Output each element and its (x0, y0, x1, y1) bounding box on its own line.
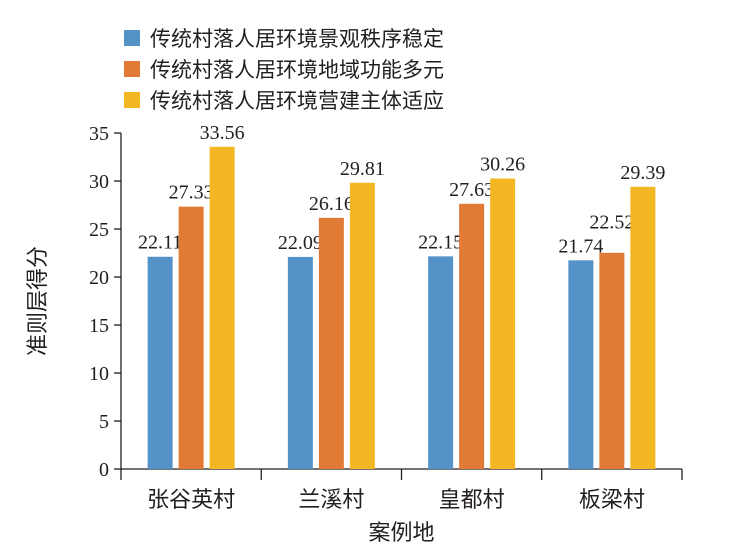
bar (318, 217, 344, 469)
legend-label: 传统村落人居环境营建主体适应 (150, 89, 444, 113)
x-tick-label: 板梁村 (579, 487, 645, 512)
bar (349, 182, 375, 469)
data-label: 22.11 (138, 232, 182, 254)
legend-label: 传统村落人居环境景观秩序稳定 (150, 27, 444, 51)
data-label: 22.52 (589, 211, 634, 233)
data-label: 29.81 (340, 158, 385, 180)
x-tick-label: 张谷英村 (147, 487, 235, 512)
y-tick-label: 5 (99, 411, 109, 433)
bar (599, 252, 625, 469)
bar (490, 178, 516, 469)
y-tick-label: 10 (89, 363, 109, 385)
bar (209, 146, 235, 469)
x-tick-label: 皇都村 (439, 487, 505, 512)
bar (459, 203, 485, 469)
y-tick-label: 20 (89, 267, 109, 289)
y-tick-label: 15 (89, 315, 109, 337)
bar (287, 256, 313, 469)
legend-label: 传统村落人居环境地域功能多元 (150, 58, 444, 82)
legend-swatch (124, 92, 140, 108)
y-tick-label: 25 (89, 219, 109, 241)
x-tick-label: 兰溪村 (298, 487, 364, 512)
data-label: 22.15 (418, 231, 463, 253)
legend-swatch (124, 61, 140, 77)
data-label: 26.16 (309, 193, 354, 215)
bar (428, 256, 454, 469)
bar (178, 206, 204, 469)
bar (568, 260, 594, 469)
y-tick-label: 30 (89, 171, 109, 193)
y-axis-title: 准则层得分 (25, 246, 50, 356)
data-label: 33.56 (200, 122, 245, 144)
data-label: 30.26 (480, 154, 525, 176)
data-label: 22.09 (278, 232, 323, 254)
data-label: 27.33 (169, 182, 214, 204)
data-label: 21.74 (558, 235, 603, 257)
y-tick-label: 0 (99, 459, 109, 481)
x-axis-title: 案例地 (368, 520, 434, 545)
bar (630, 186, 656, 469)
data-label: 29.39 (620, 162, 665, 184)
data-label: 27.63 (449, 179, 494, 201)
y-tick-label: 35 (89, 123, 109, 145)
bar (147, 256, 173, 469)
legend-swatch (124, 30, 140, 46)
